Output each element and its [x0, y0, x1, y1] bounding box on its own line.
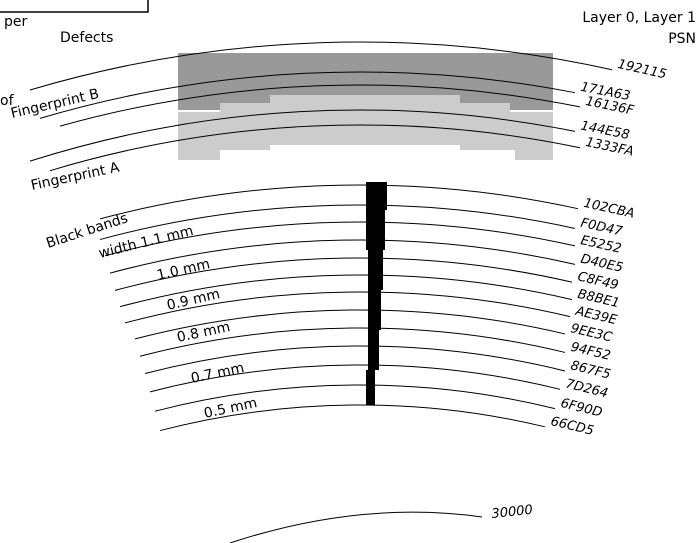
- track-arc: [49, 124, 581, 172]
- fingerprint-b-label: Fingerprint B: [9, 86, 100, 122]
- track-arc: [139, 327, 566, 357]
- radius-label: 30000: [491, 503, 534, 522]
- track-arc: [99, 184, 579, 220]
- track-arc: [134, 309, 566, 340]
- track-arc: [114, 257, 573, 291]
- left-note: of: [0, 93, 15, 109]
- track-arc: [159, 404, 546, 432]
- track-arc: [109, 239, 576, 274]
- track-arc: [59, 84, 581, 127]
- black-bands: [366, 182, 387, 405]
- track-arc: [39, 71, 576, 119]
- defects-label: Defects: [60, 30, 113, 46]
- track-arc: [104, 221, 576, 257]
- track-arc: [29, 109, 576, 162]
- track-arc: [29, 41, 613, 91]
- fingerprint-a-area: [178, 95, 553, 160]
- track-arc: [154, 384, 556, 412]
- psn-label: 66CD5: [549, 414, 595, 439]
- psn-label: 192115: [616, 57, 668, 82]
- track-arc: [124, 291, 571, 324]
- psn-header: PSN: [668, 31, 696, 47]
- track-arc: [119, 274, 573, 308]
- track-arc: [149, 364, 561, 393]
- layers-label: Layer 0, Layer 1: [582, 10, 696, 26]
- arcs: 192115171A6316136F144E581333FA102CBAF0D4…: [29, 41, 668, 439]
- outer-arc: [229, 511, 483, 543]
- track-arc: [99, 204, 576, 241]
- fingerprint-a-label: Fingerprint A: [30, 159, 122, 193]
- track-arc: [144, 345, 566, 374]
- corner-box: [0, 0, 149, 13]
- corner-text: per: [4, 14, 28, 30]
- band-width: 0.7 mm: [190, 360, 246, 387]
